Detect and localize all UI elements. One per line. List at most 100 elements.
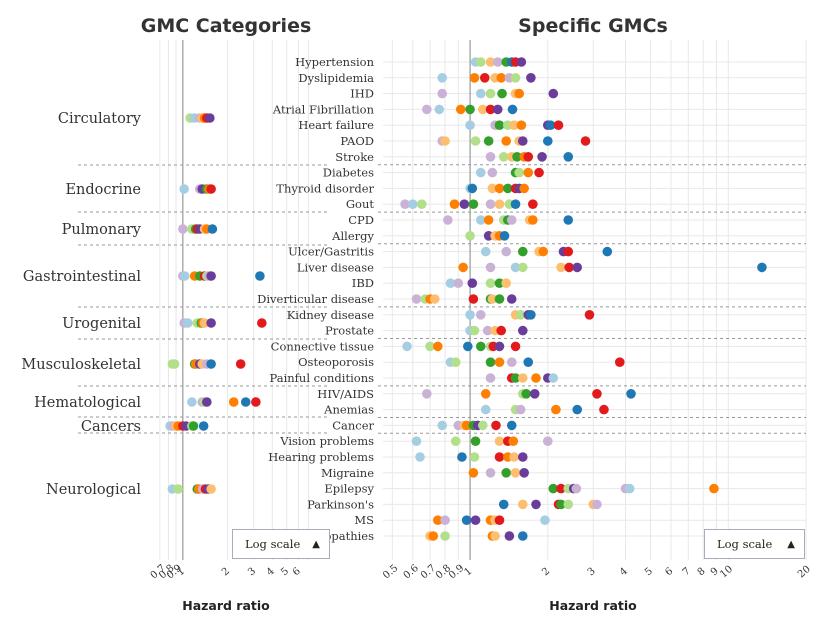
right-data-point[interactable] (437, 88, 448, 99)
left-data-point[interactable] (206, 318, 216, 328)
right-data-point[interactable] (510, 73, 521, 83)
right-data-point[interactable] (626, 389, 636, 399)
right-data-point[interactable] (494, 120, 505, 130)
right-data-point[interactable] (545, 120, 556, 130)
right-data-point[interactable] (580, 136, 591, 146)
right-data-point[interactable] (556, 262, 566, 273)
left-data-point[interactable] (178, 224, 188, 234)
right-data-point[interactable] (485, 88, 496, 99)
right-data-point[interactable] (440, 515, 450, 525)
right-data-point[interactable] (467, 278, 478, 289)
right-data-point[interactable] (563, 215, 574, 225)
right-data-point[interactable] (602, 246, 613, 257)
right-data-point[interactable] (563, 152, 574, 162)
left-data-point[interactable] (169, 359, 180, 369)
right-data-point[interactable] (517, 136, 528, 146)
right-data-point[interactable] (475, 57, 486, 67)
right-data-point[interactable] (538, 246, 549, 257)
right-data-point[interactable] (468, 294, 479, 304)
right-data-point[interactable] (440, 531, 450, 541)
right-data-point[interactable] (510, 262, 521, 273)
right-data-point[interactable] (510, 373, 521, 383)
left-data-point[interactable] (198, 421, 209, 431)
right-data-point[interactable] (458, 262, 468, 273)
right-data-point[interactable] (477, 104, 488, 115)
right-data-point[interactable] (494, 294, 505, 304)
right-data-point[interactable] (449, 199, 460, 209)
right-data-point[interactable] (465, 231, 475, 241)
right-data-point[interactable] (503, 183, 513, 194)
right-data-point[interactable] (709, 483, 719, 494)
right-data-point[interactable] (407, 199, 418, 209)
right-data-point[interactable] (512, 152, 522, 162)
right-data-point[interactable] (523, 167, 534, 178)
right-data-point[interactable] (485, 468, 496, 478)
right-data-point[interactable] (572, 404, 583, 415)
right-data-point[interactable] (540, 515, 550, 525)
right-data-point[interactable] (483, 215, 494, 225)
right-data-point[interactable] (504, 531, 515, 541)
right-data-point[interactable] (470, 436, 481, 447)
right-data-point[interactable] (485, 262, 496, 273)
right-data-point[interactable] (490, 531, 500, 541)
left-data-point[interactable] (240, 397, 251, 407)
right-data-point[interactable] (475, 167, 486, 178)
right-data-point[interactable] (531, 499, 541, 510)
right-data-point[interactable] (485, 373, 496, 383)
right-data-point[interactable] (450, 357, 461, 368)
right-data-point[interactable] (496, 73, 507, 83)
right-data-point[interactable] (416, 199, 427, 209)
right-data-point[interactable] (509, 120, 519, 130)
right-data-point[interactable] (483, 136, 494, 146)
right-data-point[interactable] (465, 104, 475, 115)
left-data-point[interactable] (173, 484, 183, 494)
right-data-point[interactable] (543, 136, 553, 146)
right-data-point[interactable] (422, 389, 432, 399)
right-data-point[interactable] (526, 73, 536, 83)
right-data-point[interactable] (614, 357, 625, 368)
left-data-point[interactable] (206, 484, 216, 494)
right-data-point[interactable] (485, 199, 496, 209)
right-data-point[interactable] (548, 373, 559, 383)
left-data-point[interactable] (235, 359, 246, 369)
right-data-point[interactable] (548, 483, 559, 494)
right-data-point[interactable] (443, 215, 453, 225)
right-data-point[interactable] (494, 183, 505, 194)
right-data-point[interactable] (433, 341, 443, 352)
right-data-point[interactable] (480, 246, 491, 257)
right-data-point[interactable] (497, 88, 507, 99)
left-data-point[interactable] (207, 224, 218, 234)
right-data-point[interactable] (434, 104, 445, 115)
right-data-point[interactable] (599, 404, 609, 415)
right-data-point[interactable] (475, 310, 486, 320)
right-data-point[interactable] (517, 499, 528, 510)
left-data-point[interactable] (257, 318, 267, 328)
left-data-point[interactable] (255, 271, 265, 281)
right-data-point[interactable] (572, 262, 583, 273)
right-data-point[interactable] (470, 136, 481, 146)
right-data-point[interactable] (468, 468, 479, 478)
right-data-point[interactable] (470, 515, 481, 525)
right-data-point[interactable] (494, 278, 505, 289)
right-data-point[interactable] (492, 57, 503, 67)
right-data-point[interactable] (543, 436, 553, 447)
right-data-point[interactable] (475, 88, 486, 99)
right-data-point[interactable] (519, 468, 529, 478)
right-data-point[interactable] (523, 152, 534, 162)
right-data-point[interactable] (517, 246, 528, 257)
left-data-point[interactable] (205, 113, 215, 123)
right-data-point[interactable] (455, 104, 466, 115)
left-data-point[interactable] (202, 397, 212, 407)
right-data-point[interactable] (494, 452, 505, 462)
right-data-point[interactable] (457, 452, 467, 462)
right-data-point[interactable] (501, 468, 511, 478)
right-data-point[interactable] (528, 199, 538, 209)
right-data-point[interactable] (482, 325, 493, 336)
right-data-point[interactable] (487, 183, 498, 194)
left-log-scale-dropdown[interactable]: Log scale ▲ (232, 529, 330, 559)
right-data-point[interactable] (501, 136, 511, 146)
right-data-point[interactable] (477, 420, 488, 431)
right-data-point[interactable] (480, 404, 491, 415)
right-data-point[interactable] (433, 515, 443, 525)
right-data-point[interactable] (496, 325, 507, 336)
